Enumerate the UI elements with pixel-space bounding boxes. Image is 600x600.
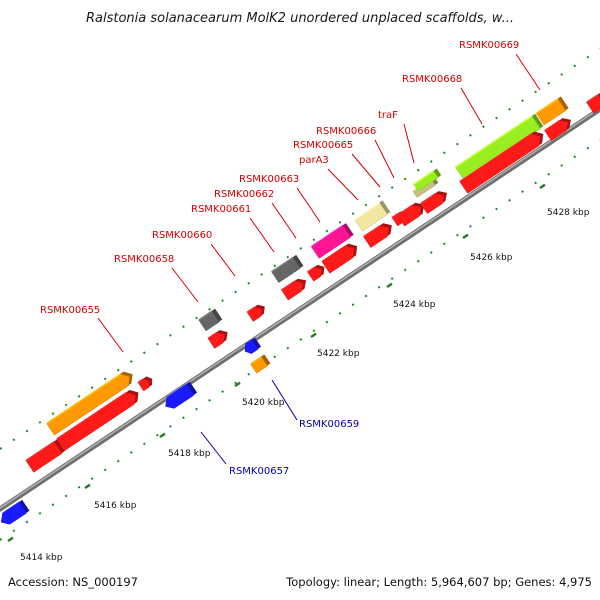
gene-red-658[interactable] bbox=[207, 330, 228, 349]
gene-features[interactable] bbox=[0, 92, 600, 525]
gene-magenta-663[interactable] bbox=[310, 223, 354, 259]
gene-gray-658[interactable] bbox=[198, 308, 223, 332]
gene-gray-661[interactable] bbox=[271, 254, 304, 283]
label-leader-lines bbox=[97, 53, 541, 465]
gene-red-668[interactable] bbox=[459, 131, 544, 194]
gene-label-rsmk00659[interactable]: RSMK00659 bbox=[299, 419, 359, 430]
gene-orange-659[interactable] bbox=[250, 354, 271, 374]
gene-label-rsmk00668[interactable]: RSMK00668 bbox=[402, 74, 462, 85]
gene-red-655c[interactable] bbox=[137, 376, 153, 392]
gene-label-rsmk00658[interactable]: RSMK00658 bbox=[114, 254, 174, 265]
gene-orange-669[interactable] bbox=[535, 96, 569, 126]
gene-blue-659[interactable] bbox=[244, 337, 262, 354]
gene-label-rsmk00663[interactable]: RSMK00663 bbox=[239, 174, 299, 185]
gene-red-0[interactable] bbox=[0, 499, 30, 525]
viewer-title: Ralstonia solanacearum MolK2 unordered u… bbox=[86, 11, 514, 26]
gene-label-rsmk00662[interactable]: RSMK00662 bbox=[214, 189, 274, 200]
gene-red-661[interactable] bbox=[281, 278, 307, 301]
gene-red-1[interactable] bbox=[25, 439, 66, 473]
gene-orange-655[interactable] bbox=[46, 371, 133, 436]
gene-red-traf[interactable] bbox=[420, 191, 447, 214]
dotted-guides bbox=[0, 47, 600, 541]
scale-ticks bbox=[7, 183, 546, 543]
gene-red-666[interactable] bbox=[396, 202, 424, 227]
tick-label-5416: 5416 kbp bbox=[94, 501, 137, 511]
gene-label-rsmk00666[interactable]: RSMK00666 bbox=[316, 126, 376, 137]
gene-label-para3[interactable]: parA3 bbox=[299, 155, 329, 166]
gene-red-660[interactable] bbox=[246, 304, 265, 322]
tick-label-5414: 5414 kbp bbox=[20, 553, 63, 563]
gene-red-edge[interactable] bbox=[586, 92, 600, 114]
sequence-track bbox=[0, 106, 600, 513]
gene-label-rsmk00665[interactable]: RSMK00665 bbox=[293, 140, 353, 151]
gene-label-rsmk00661[interactable]: RSMK00661 bbox=[191, 204, 251, 215]
gene-red-665[interactable] bbox=[363, 223, 392, 248]
gene-yellow-para3[interactable] bbox=[354, 200, 391, 232]
tick-label-5424: 5424 kbp bbox=[393, 300, 436, 310]
gene-blue-657[interactable] bbox=[165, 381, 198, 409]
gene-red-662[interactable] bbox=[307, 264, 325, 282]
gene-lime-668[interactable] bbox=[455, 113, 544, 181]
gene-label-traf[interactable]: traF bbox=[378, 110, 398, 121]
tick-label-5418: 5418 kbp bbox=[168, 449, 211, 459]
tick-label-5422: 5422 kbp bbox=[317, 349, 360, 359]
gene-red-669[interactable] bbox=[544, 118, 571, 141]
gene-label-rsmk00660[interactable]: RSMK00660 bbox=[152, 230, 212, 241]
gene-lime-traf[interactable] bbox=[413, 168, 442, 192]
gene-label-rsmk00669[interactable]: RSMK00669 bbox=[459, 40, 519, 51]
topology-summary: Topology: linear; Length: 5,964,607 bp; … bbox=[285, 575, 592, 589]
gene-label-rsmk00657[interactable]: RSMK00657 bbox=[229, 466, 289, 477]
tick-label-5420: 5420 kbp bbox=[242, 398, 285, 408]
tick-label-5428: 5428 kbp bbox=[547, 208, 590, 218]
accession-text: Accession: NS_000197 bbox=[8, 575, 138, 589]
gene-red-655b[interactable] bbox=[56, 390, 139, 452]
gene-red-663[interactable] bbox=[321, 243, 358, 274]
tick-label-5426: 5426 kbp bbox=[470, 253, 513, 263]
gene-label-rsmk00655[interactable]: RSMK00655 bbox=[40, 305, 100, 316]
